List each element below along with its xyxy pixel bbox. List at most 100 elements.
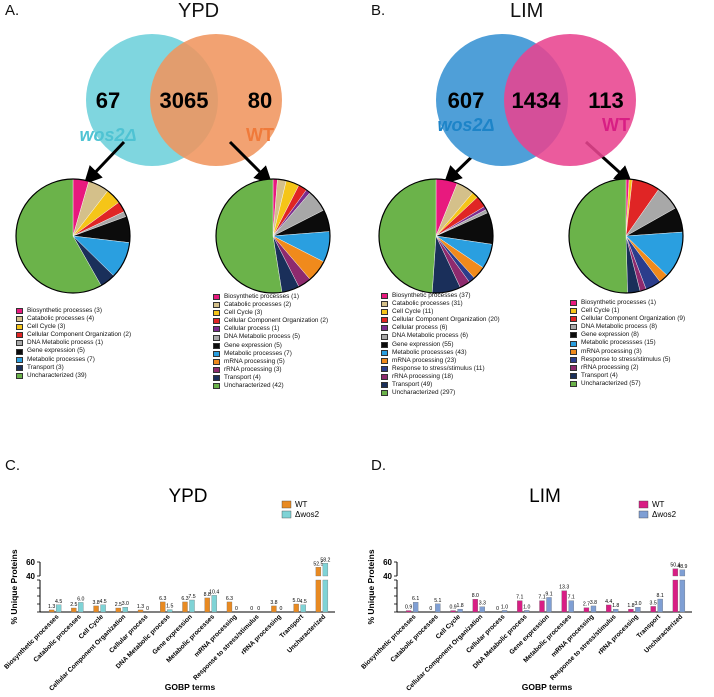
legend-swatch (381, 325, 388, 332)
legend-label: Cell Cycle (3) (27, 323, 66, 331)
legend-label: Cellular Component Organization (20) (392, 316, 500, 324)
pie-chart-b-wos2 (378, 178, 494, 294)
bar-upper--wos2-uncharacterized (679, 569, 686, 577)
legend-item-cell-cycle: Cell Cycle (1) (570, 307, 685, 315)
bar--wos2-catabolic-processes (78, 602, 84, 613)
data-label: 48.9 (677, 564, 687, 570)
legend-item-transport: Transport (49) (381, 381, 500, 389)
legend-item-uncharacterized: Uncharacterized (39) (16, 372, 131, 380)
legend-label: Biosynthetic processes (1) (581, 299, 656, 306)
legend-swatch (213, 366, 220, 373)
bar--wos2-gene-expression (546, 597, 552, 613)
legend-item-dna-metabolic-process: DNA Metabolic process (1) (16, 339, 131, 347)
legend-item-gene-expression: Gene expression (8) (570, 331, 685, 339)
bar-wt-metabolic-processes (561, 590, 567, 613)
legend-item-uncharacterized: Uncharacterized (297) (381, 389, 500, 397)
data-label: 2.5 (70, 602, 77, 608)
bar--wos2-metabolic-processes (568, 600, 574, 613)
legend-swatch (16, 348, 23, 355)
legend-swatch (381, 382, 388, 389)
data-label: 5.1 (434, 598, 441, 604)
data-label: 0 (429, 606, 432, 612)
legend-swatch (638, 500, 649, 509)
bar-wt-dna-metabolic-process (517, 600, 523, 613)
legend-item-uncharacterized: Uncharacterized (42) (213, 382, 328, 390)
legend-b-wos2: Biosynthetic processes (37) Catabolic pro… (381, 292, 500, 397)
bar-wt-dna-metabolic-process (160, 601, 166, 613)
legend-swatch (16, 324, 23, 331)
data-label: 3.0 (634, 601, 641, 607)
legend-swatch (213, 310, 220, 317)
legend-label: Biosynthetic processes (37) (392, 292, 471, 299)
bar--wos2-uncharacterized (679, 579, 686, 613)
bar--wos2-biosynthetic-processes (55, 604, 62, 613)
bar-wt-response-to-stress-stimulus (606, 604, 612, 613)
legend-label: Metabolic processes (7) (224, 349, 292, 357)
legend-swatch (213, 350, 220, 357)
data-label: 7.1 (568, 595, 575, 601)
data-label: 3.3 (479, 601, 486, 607)
legend-swatch (638, 510, 649, 519)
legend-item-cellular-component-organization: Cellular Component Organization (20) (381, 316, 500, 324)
data-label: 8.1 (657, 593, 664, 599)
data-label: 3.0 (122, 601, 129, 607)
legend-swatch (381, 301, 388, 308)
legend-swatch (16, 308, 23, 315)
legend-item-catabolic-processes: Catabolic processes (4) (16, 315, 131, 323)
legend-label: Cellular Component Organization (9) (581, 315, 686, 323)
venn-b-left-count: 607 (448, 88, 485, 113)
data-label: 7.5 (188, 594, 195, 600)
venn-b-right-count: 113 (588, 88, 624, 113)
bar-chart-d: LIM % Unique Proteins GOBP terms 40 60 WTΔwos… (360, 486, 692, 693)
data-label: 13.3 (559, 585, 569, 591)
legend-swatch (213, 342, 220, 349)
legend-label: Gene expression (5) (224, 341, 282, 349)
legend-item-mrna-processing: mRNA processing (3) (570, 348, 685, 356)
legend-swatch (570, 324, 577, 331)
legend-label: Uncharacterized (57) (581, 379, 641, 387)
legend-item-cell-cycle: Cell Cycle (3) (213, 309, 328, 317)
legend-b-wt: Biosynthetic processes (1) Cell Cycle (1)… (570, 299, 685, 388)
legend-label: Transport (4) (581, 371, 618, 379)
legend-label: DNA Metabolic process (8) (581, 323, 658, 331)
legend-item-catabolic-processes: Catabolic processes (31) (381, 300, 500, 308)
bar--wos2-biosynthetic-processes (412, 602, 419, 613)
legend-item-biosynthetic-processes: Biosynthetic processes (1) (213, 293, 328, 301)
legend-item-biosynthetic-processes: Biosynthetic processes (1) (570, 299, 685, 307)
venn-a-right-count: 80 (248, 88, 272, 113)
legend-swatch (381, 390, 388, 397)
legend-item-cellular-process: Cellular process (1) (213, 325, 328, 333)
data-label: 0.9 (405, 605, 412, 611)
legend-label: Response to stress/stimulus (11) (392, 364, 485, 372)
legend-item-cell-cycle: Cell Cycle (11) (381, 308, 500, 316)
venn-a-left-label: wos2Δ (80, 125, 137, 145)
legend-swatch (281, 510, 292, 519)
bar-wt-uncharacterized (672, 579, 679, 613)
bar--wos2-dna-metabolic-process (524, 610, 530, 613)
legend-label: Cellular Component Organization (2) (27, 331, 132, 339)
bar-wt-metabolic-processes (204, 597, 210, 613)
legend-swatch (213, 326, 220, 333)
y-tick-label: 60 (383, 558, 392, 567)
data-label: 9.1 (545, 591, 552, 597)
data-label: 58.2 (320, 557, 330, 563)
data-label: 1.0 (501, 604, 508, 610)
bar--wos2-cellular-process (501, 610, 508, 613)
bar-wt-rrna-processing (628, 608, 634, 613)
legend-label: Cellular process (6) (392, 324, 448, 332)
bar-wt-biosynthetic-processes (48, 609, 55, 613)
data-label: 0 (257, 606, 260, 612)
legend-item-transport: Transport (3) (16, 364, 131, 372)
bar--wos2-cell-cycle (100, 604, 106, 613)
bar-wt-rrna-processing (271, 605, 277, 613)
legend-a-wos2: Biosynthetic processes (3) Catabolic proc… (16, 307, 131, 380)
x-axis-label: GOBP terms (522, 682, 573, 692)
data-label: 1.3 (48, 604, 55, 610)
data-label: 5.0 (293, 598, 300, 604)
data-label: 3.8 (92, 600, 99, 606)
bar-wt-cellular-component-organization (472, 599, 478, 613)
legend-swatch (381, 365, 388, 372)
panel-a-title: YPD (178, 0, 220, 22)
legend-item-metabolic-processses: Metabolic processses (15) (570, 339, 685, 347)
legend-label: DNA Metabolic process (6) (392, 332, 469, 340)
